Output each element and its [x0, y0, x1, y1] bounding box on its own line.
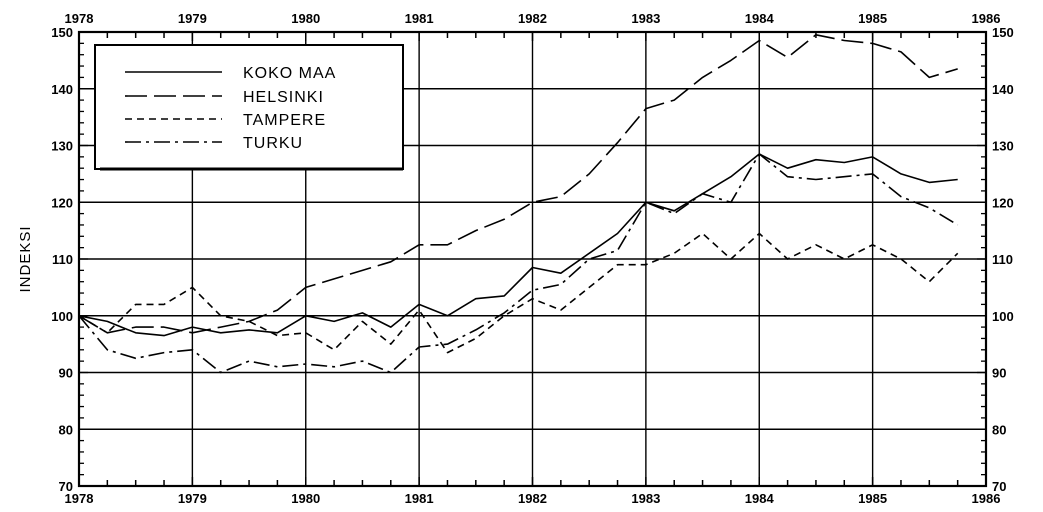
y-tick-label-right: 100 [992, 309, 1014, 324]
x-tick-label-top: 1980 [291, 11, 320, 26]
y-tick-label-right: 70 [992, 479, 1006, 494]
axis-ticks [78, 31, 987, 487]
x-tick-label-bottom: 1979 [178, 491, 207, 506]
x-tick-label-bottom: 1978 [65, 491, 94, 506]
series-line-koko-maa [78, 153, 958, 337]
grid [79, 32, 986, 486]
y-tick-label-left: 100 [51, 309, 73, 324]
tick-labels: 1978 1978 1979 1979 1980 1980 1981 1981 1982 1982… [51, 11, 1013, 506]
x-tick-label-bottom: 1983 [631, 491, 660, 506]
y-tick-label-left: 80 [59, 422, 73, 437]
x-tick-label-top: 1982 [518, 11, 547, 26]
y-tick-label-left: 110 [52, 252, 73, 267]
series-line-turku [78, 153, 959, 374]
y-tick-label-right: 90 [992, 366, 1006, 381]
legend-box [94, 44, 404, 170]
y-tick-label-left: 150 [51, 25, 73, 40]
x-tick-label-bottom: 1980 [291, 491, 320, 506]
x-tick-label-top: 1984 [745, 11, 775, 26]
x-tick-label-bottom: 1981 [405, 491, 434, 506]
legend-label: KOKO MAA [243, 65, 336, 82]
y-tick-label-left: 70 [59, 479, 73, 494]
x-tick-label-bottom: 1982 [518, 491, 547, 506]
legend-label: TAMPERE [243, 112, 326, 129]
y-tick-label-right: 120 [992, 195, 1014, 210]
y-tick-label-right: 130 [992, 139, 1014, 154]
x-tick-label-bottom: 1985 [858, 491, 887, 506]
x-tick-label-top: 1979 [178, 11, 207, 26]
y-tick-label-right: 140 [992, 82, 1014, 97]
y-tick-label-right: 110 [992, 252, 1013, 267]
x-tick-label-top: 1983 [631, 11, 660, 26]
x-tick-label-bottom: 1986 [972, 491, 1001, 506]
x-tick-label-bottom: 1984 [745, 491, 775, 506]
x-tick-label-top: 1981 [405, 11, 434, 26]
x-tick-label-top: 1986 [972, 11, 1001, 26]
series-lines [78, 33, 959, 374]
y-tick-label-left: 140 [51, 82, 73, 97]
legend-label: TURKU [243, 135, 303, 152]
y-axis-label: INDEKSI [17, 225, 34, 292]
x-tick-label-top: 1985 [858, 11, 887, 26]
x-tick-label-top: 1978 [65, 11, 94, 26]
series-line-tampere [78, 232, 959, 354]
series-line-helsinki [78, 33, 958, 334]
y-tick-label-left: 120 [51, 195, 73, 210]
legend-label: HELSINKI [243, 89, 324, 106]
y-tick-label-left: 130 [51, 139, 73, 154]
y-tick-label-right: 80 [992, 422, 1006, 437]
y-tick-label-right: 150 [992, 25, 1014, 40]
legend: KOKO MAA HELSINKI TAMPERE TURKU [94, 44, 404, 171]
y-tick-label-left: 90 [59, 366, 73, 381]
